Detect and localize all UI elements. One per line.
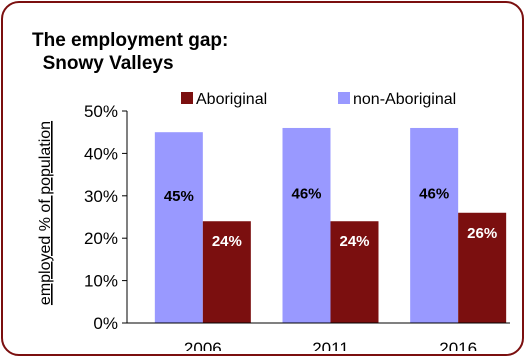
x-tick-label: 2006 — [184, 339, 222, 351]
title-line-2: Snowy Valleys — [42, 53, 174, 74]
bar-non-aboriginal-2011 — [282, 127, 331, 324]
y-tick-label: 0% — [93, 314, 118, 333]
y-tick-label: 30% — [84, 187, 118, 206]
y-axis: 0% 10% 20% 30% 40% 50% — [84, 102, 128, 333]
x-axis: 2006 2011 2016 — [127, 322, 510, 351]
y-tick-label: 20% — [84, 229, 118, 248]
chart-title: The employment gap: Snowy Valleys — [32, 29, 228, 75]
legend-label: non-Aboriginal — [353, 91, 456, 108]
bar-non-aboriginal-2016 — [410, 127, 459, 324]
data-label: 46% — [291, 186, 321, 203]
bar-aboriginal-2006 — [202, 221, 251, 323]
y-axis-label: employed % of population — [37, 121, 54, 305]
x-tick-label: 2011 — [312, 339, 349, 351]
bar-non-aboriginal-2006 — [154, 132, 203, 323]
x-tick-label: 2016 — [439, 339, 477, 351]
title-line-1: The employment gap: — [32, 30, 229, 51]
y-tick-label: 40% — [84, 144, 118, 163]
bar-aboriginal-2011 — [330, 221, 379, 323]
data-label: 26% — [467, 225, 497, 242]
y-tick-label: 10% — [84, 272, 118, 291]
data-label: 24% — [339, 233, 369, 250]
bar-aboriginal-2016 — [458, 212, 507, 323]
legend: Aboriginal non-Aboriginal — [181, 91, 456, 108]
legend-swatch — [338, 92, 350, 104]
legend-swatch — [181, 92, 193, 104]
data-label: 45% — [164, 188, 194, 205]
y-tick-label: 50% — [84, 102, 118, 121]
data-label: 46% — [419, 186, 449, 203]
data-label: 24% — [212, 233, 242, 250]
bars: 45% 24% 46% 24% 46% 26% — [154, 127, 507, 324]
legend-label: Aboriginal — [196, 91, 267, 108]
